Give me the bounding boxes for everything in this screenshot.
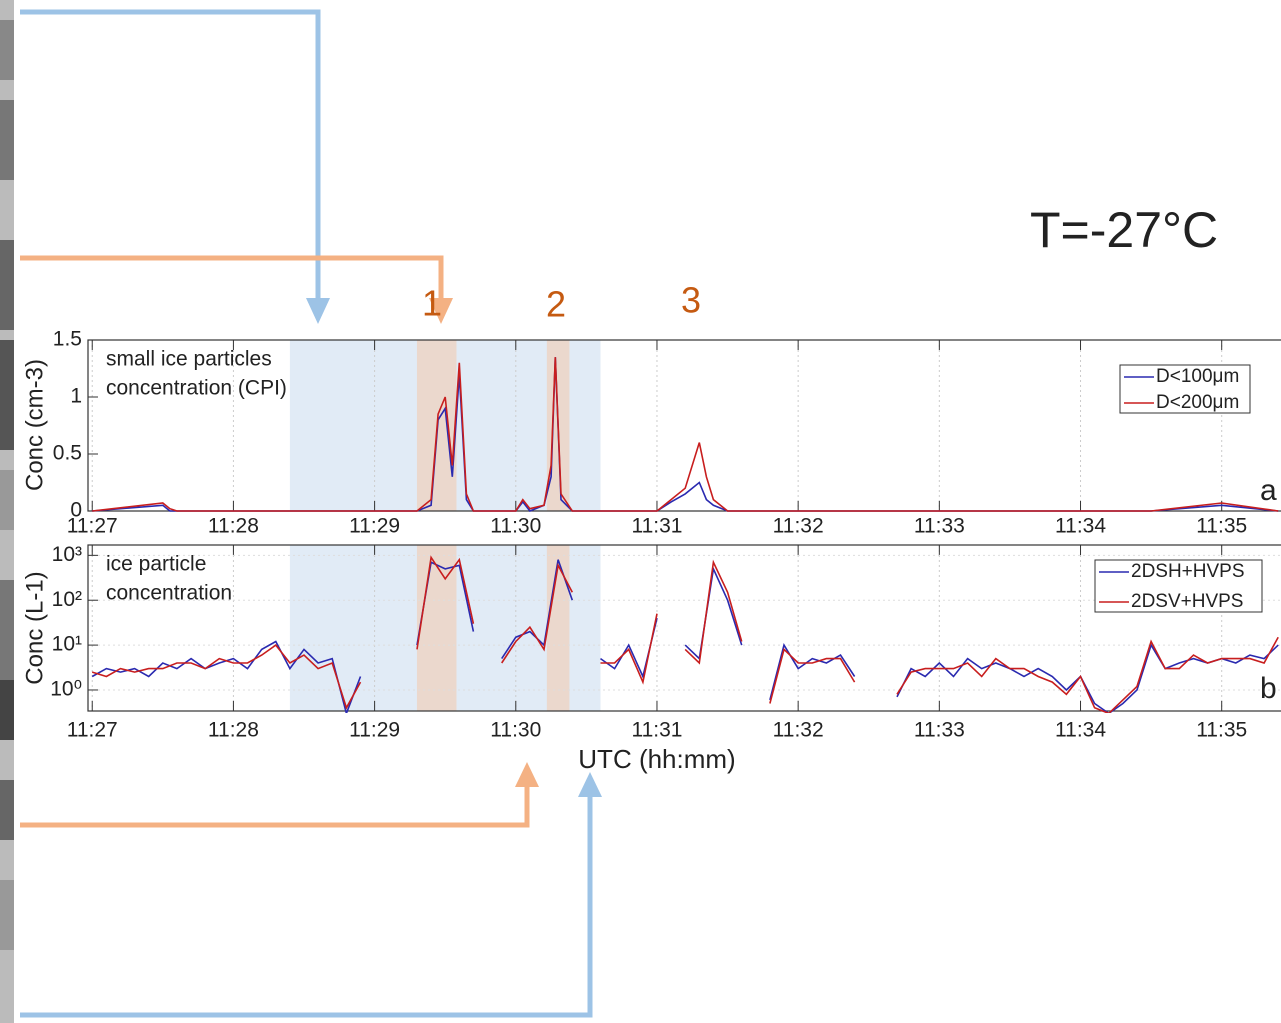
legend-box [1094, 559, 1263, 613]
plot-frame [87, 339, 1281, 512]
panel-note: concentration [106, 582, 232, 605]
panel-note: concentration (CPI) [106, 377, 287, 400]
y-tick-label: 10² [52, 588, 82, 611]
y-tick-label: 1.5 [53, 328, 82, 351]
panel-note: small ice particles [106, 348, 272, 371]
x-tick-label: 11:32 [773, 515, 824, 538]
temperature: T=-27°C [1030, 202, 1218, 258]
plot: 11:27 11:28 11:29 11:30 11:31 11:32 11:33 11:34… [21, 328, 1281, 538]
legend-label: 2DSV+HVPS [1131, 591, 1243, 612]
event-label: 3 [681, 280, 701, 321]
y-axis-label: Conc (cm-3) [21, 359, 48, 491]
x-tick-label: 11:34 [1055, 719, 1106, 742]
y-tick-label: 0.5 [53, 442, 82, 465]
series-group [92, 357, 1279, 512]
y-tick-label: 10³ [52, 543, 82, 566]
event-label: 1 [422, 283, 442, 324]
y-tick-label: 10⁰ [50, 678, 82, 701]
legend-label: D<100μm [1156, 366, 1239, 387]
event-label: 2 [546, 284, 566, 325]
panel-label: b [1260, 672, 1277, 705]
x-tick-label: 11:35 [1196, 719, 1247, 742]
x-tick-label: 11:30 [490, 515, 541, 538]
x-tick-label: 11:33 [914, 515, 965, 538]
shaded-region [546, 545, 570, 711]
x-axis-label: UTC (hh:mm) [578, 744, 735, 774]
x-tick-label: 11:29 [349, 515, 400, 538]
particle-strip [0, 0, 14, 1023]
x-tick-label: 11:28 [208, 719, 259, 742]
y-axis-label: Conc (L-1) [21, 571, 48, 684]
x-tick-label: 11:34 [1055, 515, 1106, 538]
panel-label: a [1260, 474, 1277, 507]
x-tick-label: 11:32 [773, 719, 824, 742]
legend-label: 2DSH+HVPS [1131, 561, 1245, 582]
legend-box [1119, 364, 1251, 414]
x-tick-label: 11:28 [208, 515, 259, 538]
x-tick-label: 11:35 [1196, 515, 1247, 538]
x-tick-label: 11:31 [631, 719, 682, 742]
data-line [91, 555, 1279, 713]
data-line [92, 357, 1279, 512]
legend-label: D<200μm [1156, 392, 1239, 413]
x-tick-label: 11:27 [67, 719, 118, 742]
plot-frame [87, 544, 1281, 712]
shaded-region [416, 545, 457, 711]
series-group [91, 555, 1279, 713]
y-tick-label: 1 [70, 385, 82, 408]
y-tick-label: 10¹ [52, 633, 82, 656]
arrows [20, 9, 602, 1018]
x-tick-label: 11:33 [914, 719, 965, 742]
plot: 11:27 11:28 11:29 11:30 11:31 11:32 11:33 11:34… [21, 543, 1281, 774]
x-tick-label: 11:29 [349, 719, 400, 742]
panel-note: ice particle [106, 553, 206, 576]
x-tick-label: 11:30 [490, 719, 541, 742]
x-tick-label: 11:27 [67, 515, 118, 538]
x-tick-label: 11:31 [631, 515, 682, 538]
y-tick-label: 0 [70, 499, 82, 522]
